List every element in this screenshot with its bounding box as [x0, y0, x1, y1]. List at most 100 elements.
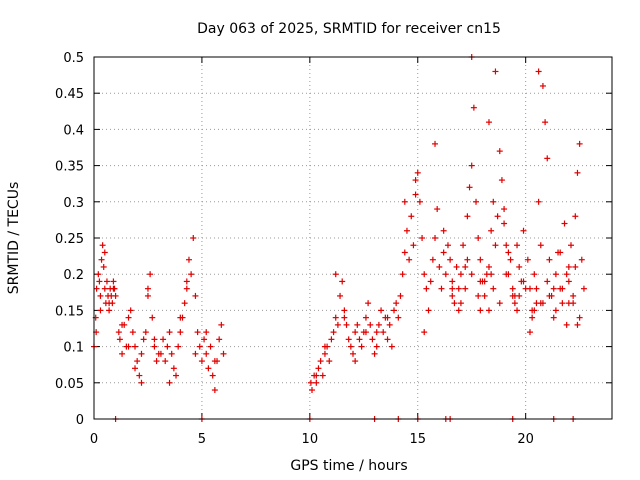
data-point [565, 263, 572, 270]
data-point [485, 119, 492, 126]
data-point [384, 336, 391, 343]
data-point [399, 271, 406, 278]
data-point [367, 321, 374, 328]
data-point [369, 336, 376, 343]
data-point [175, 343, 182, 350]
data-point [535, 68, 542, 75]
data-point [490, 198, 497, 205]
data-point [526, 285, 533, 292]
data-point [153, 358, 160, 365]
data-point [384, 314, 391, 321]
data-point [429, 256, 436, 263]
data-point [192, 350, 199, 357]
data-point [514, 307, 521, 314]
data-points [91, 54, 587, 422]
data-point [332, 271, 339, 278]
data-point [138, 350, 145, 357]
data-point [132, 343, 139, 350]
data-point [485, 307, 492, 314]
data-point [110, 285, 117, 292]
data-point [332, 314, 339, 321]
data-point [378, 307, 385, 314]
data-point [401, 249, 408, 256]
x-tick-label: 0 [90, 432, 98, 447]
data-point [188, 271, 195, 278]
y-tick-label: 0 [76, 413, 84, 428]
data-point [503, 242, 510, 249]
data-point [567, 242, 574, 249]
data-point [101, 249, 108, 256]
data-point [144, 292, 151, 299]
y-tick-label: 0.15 [55, 304, 84, 319]
data-point [194, 329, 201, 336]
data-point [341, 307, 348, 314]
data-point [216, 336, 223, 343]
data-point [211, 387, 218, 394]
data-point [343, 321, 350, 328]
data-point [142, 329, 149, 336]
data-point [488, 227, 495, 234]
data-point [380, 329, 387, 336]
data-point [138, 379, 145, 386]
data-point [440, 249, 447, 256]
data-point [328, 336, 335, 343]
data-point [533, 285, 540, 292]
data-point [425, 307, 432, 314]
data-point [321, 350, 328, 357]
data-point [168, 350, 175, 357]
data-point [563, 271, 570, 278]
data-point [97, 292, 104, 299]
data-point [477, 278, 484, 285]
data-point [352, 329, 359, 336]
data-point [535, 198, 542, 205]
data-point [93, 285, 100, 292]
data-point [99, 242, 106, 249]
y-tick-label: 0.45 [55, 87, 84, 102]
data-point [557, 249, 564, 256]
data-point [393, 300, 400, 307]
data-point [470, 104, 477, 111]
data-point [496, 148, 503, 155]
data-point [546, 256, 553, 263]
data-point [106, 300, 113, 307]
data-point [100, 263, 107, 270]
data-point [544, 278, 551, 285]
data-point [453, 263, 460, 270]
data-point [509, 285, 516, 292]
data-point [134, 358, 141, 365]
data-point [395, 314, 402, 321]
data-point [129, 329, 136, 336]
data-point [201, 336, 208, 343]
data-point [96, 278, 103, 285]
data-point [492, 242, 499, 249]
data-point [326, 358, 333, 365]
data-point [362, 314, 369, 321]
grid [94, 57, 612, 419]
data-point [166, 329, 173, 336]
data-point [552, 307, 559, 314]
data-point [157, 350, 164, 357]
y-tick-label: 0.25 [55, 232, 84, 247]
data-point [488, 271, 495, 278]
data-point [576, 314, 583, 321]
plot-frame [93, 56, 613, 420]
data-point [313, 379, 320, 386]
data-point [151, 343, 158, 350]
data-point [207, 343, 214, 350]
data-point [337, 292, 344, 299]
data-point [334, 321, 341, 328]
data-point [397, 292, 404, 299]
x-tick-label: 15 [409, 432, 426, 447]
data-point [524, 256, 531, 263]
data-point [211, 358, 218, 365]
data-point [507, 256, 514, 263]
data-point [550, 314, 557, 321]
data-point [565, 278, 572, 285]
data-point [414, 169, 421, 176]
data-point [101, 285, 108, 292]
data-point [503, 271, 510, 278]
data-point [520, 278, 527, 285]
data-point [371, 350, 378, 357]
